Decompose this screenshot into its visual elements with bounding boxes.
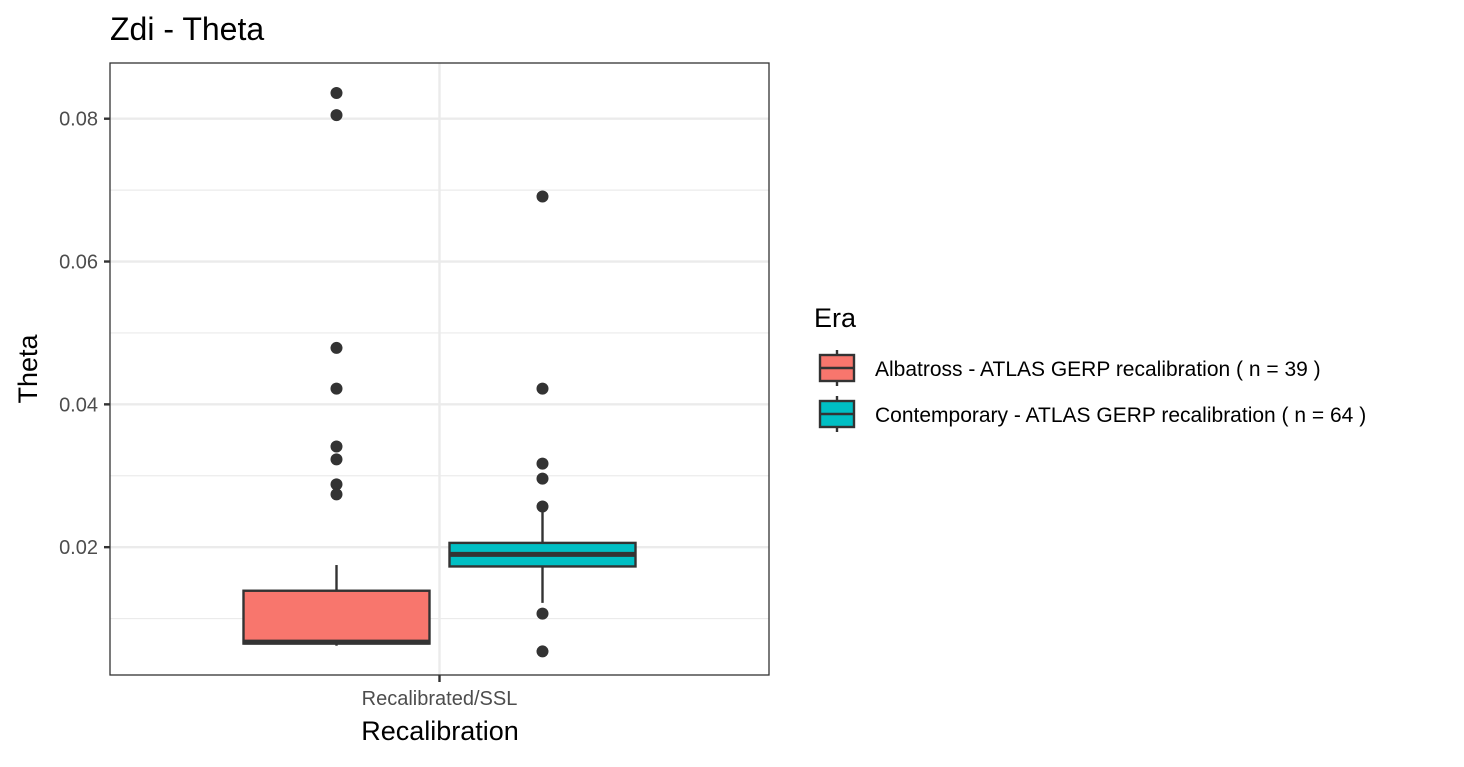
y-axis-title: Theta (13, 333, 43, 403)
outlier-point (536, 472, 549, 485)
outlier-point (536, 500, 549, 513)
box-body (242, 589, 431, 645)
outlier-point (330, 341, 343, 354)
legend-item-contemporary: Contemporary - ATLAS GERP recalibration … (818, 396, 1366, 432)
outlier-point (330, 488, 343, 501)
outlier-point (330, 382, 343, 395)
box-albatross (242, 86, 431, 646)
y-tick-label: 0.06 (59, 252, 98, 274)
outlier-point (330, 86, 343, 99)
chart-title: Zdi - Theta (110, 11, 264, 47)
x-axis: Recalibrated/SSL (362, 675, 518, 710)
legend: Era Albatross - ATLAS GERP recalibration… (814, 303, 1366, 432)
legend-label: Contemporary - ATLAS GERP recalibration … (875, 404, 1366, 427)
outlier-point (330, 109, 343, 122)
outlier-point (330, 440, 343, 453)
x-tick-label: Recalibrated/SSL (362, 688, 518, 710)
outlier-point (330, 478, 343, 491)
x-axis-title: Recalibration (361, 716, 519, 746)
outlier-point (536, 457, 549, 470)
y-tick-label: 0.08 (59, 109, 98, 131)
outlier-point (330, 453, 343, 466)
plot-panel (109, 62, 770, 676)
y-tick-label: 0.04 (59, 394, 98, 416)
y-tick-label: 0.02 (59, 537, 98, 559)
y-axis: 0.02 0.04 0.06 0.08 (59, 109, 110, 559)
box-contemporary (448, 190, 637, 658)
outlier-point (536, 645, 549, 658)
legend-title: Era (814, 303, 857, 333)
legend-label: Albatross - ATLAS GERP recalibration ( n… (875, 358, 1321, 381)
outlier-point (536, 607, 549, 620)
outlier-point (536, 190, 549, 203)
legend-item-albatross: Albatross - ATLAS GERP recalibration ( n… (818, 350, 1321, 386)
outlier-point (536, 382, 549, 395)
